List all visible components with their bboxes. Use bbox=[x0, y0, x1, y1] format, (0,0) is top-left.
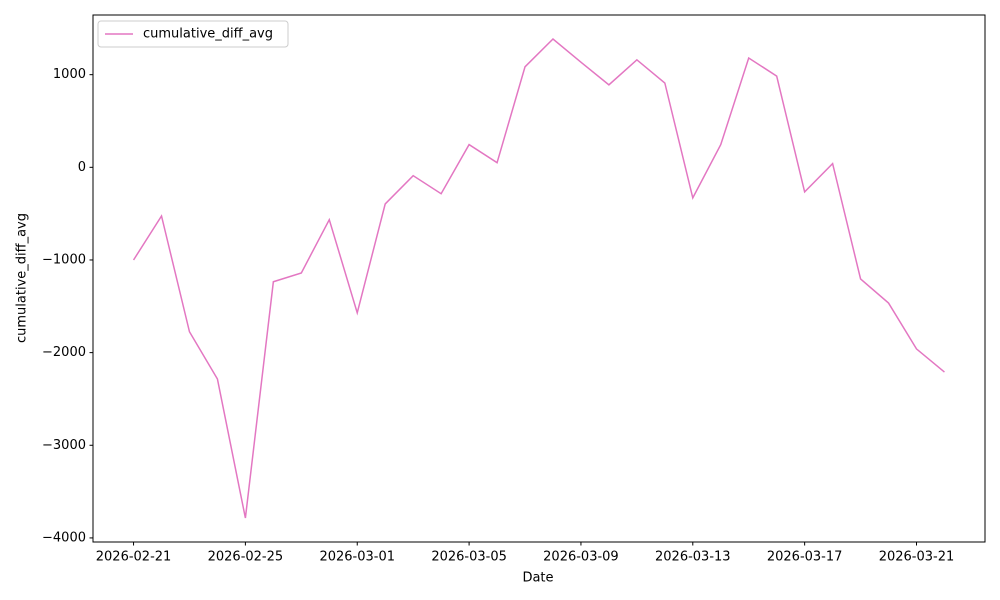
legend-box bbox=[97, 20, 289, 48]
x-tick-label: 2026-03-13 bbox=[655, 550, 731, 565]
y-tick-label: −4000 bbox=[42, 530, 86, 545]
y-tick-label: 1000 bbox=[53, 67, 86, 82]
y-tick-label: 0 bbox=[78, 160, 86, 175]
data-line bbox=[132, 37, 945, 519]
y-tick-label: −2000 bbox=[42, 345, 86, 360]
x-tick-label: 2026-03-09 bbox=[543, 550, 619, 565]
x-tick-label: 2026-02-21 bbox=[96, 550, 172, 565]
y-axis-label: cumulative_diff_avg bbox=[15, 213, 30, 343]
y-tick-label: −1000 bbox=[42, 252, 86, 267]
legend-label: cumulative_diff_avg bbox=[143, 27, 273, 42]
plot-frame bbox=[92, 14, 986, 543]
x-tick-label: 2026-03-05 bbox=[431, 550, 507, 565]
x-tick-label: 2026-03-21 bbox=[879, 550, 955, 565]
x-tick-label: 2026-03-01 bbox=[319, 550, 395, 565]
x-tick-label: 2026-03-17 bbox=[767, 550, 843, 565]
y-tick-label: −3000 bbox=[42, 438, 86, 453]
x-axis-label: Date bbox=[522, 571, 553, 586]
x-tick-label: 2026-02-25 bbox=[208, 550, 284, 565]
